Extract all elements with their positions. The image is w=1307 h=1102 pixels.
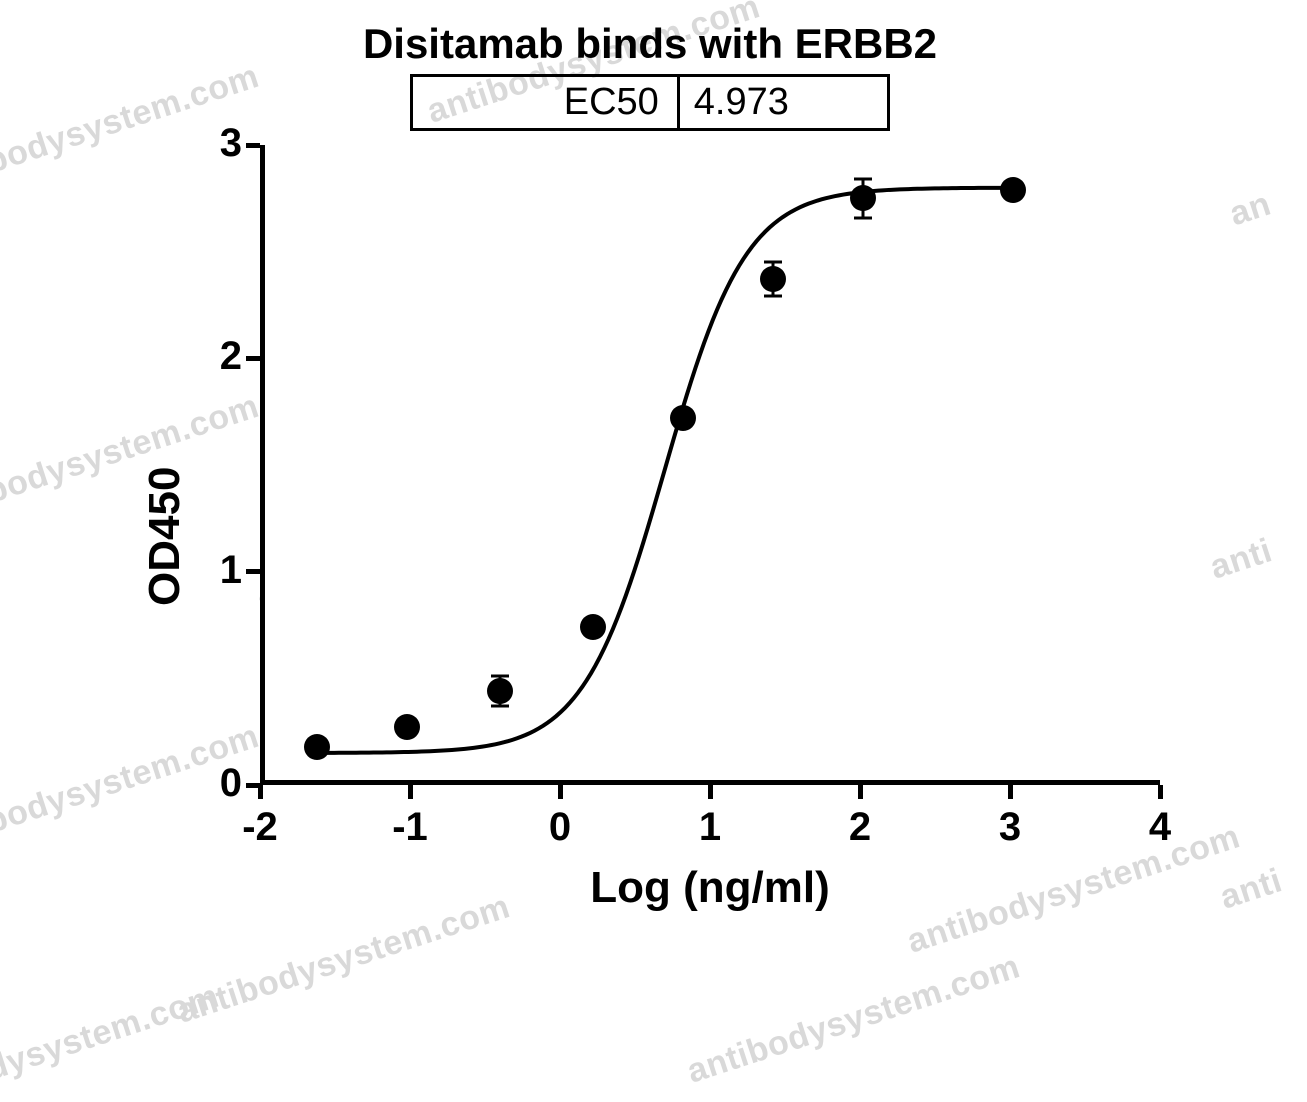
data-point [580,614,606,640]
error-cap [854,216,872,219]
x-tick [1008,785,1013,799]
y-tick [246,356,260,361]
x-tick [408,785,413,799]
x-tick-label: 1 [680,805,740,850]
data-point [304,734,330,760]
data-point [487,678,513,704]
x-tick [558,785,563,799]
data-point [760,266,786,292]
y-tick-label: 0 [202,761,242,806]
ec50-label-cell: EC50 [413,77,680,128]
y-tick-label: 2 [202,334,242,379]
data-point [394,714,420,740]
y-tick [246,143,260,148]
y-tick-label: 1 [202,548,242,593]
ec50-value-cell: 4.973 [680,77,887,128]
error-cap [854,178,872,181]
plot-area: 0123-2-101234OD450Log (ng/ml) [260,145,1160,785]
binding-chart: Disitamab binds with ERBB2 EC50 4.973 01… [100,20,1200,1040]
x-axis-label: Log (ng/ml) [260,863,1160,913]
y-tick-label: 3 [202,121,242,166]
fit-curve [260,145,1160,785]
x-tick-label: 3 [980,805,1040,850]
data-point [670,405,696,431]
x-tick-label: 0 [530,805,590,850]
x-tick-label: 2 [830,805,890,850]
y-tick [246,569,260,574]
watermark-text: anti [1206,531,1277,587]
chart-title: Disitamab binds with ERBB2 [100,20,1200,68]
data-point [1000,177,1026,203]
x-tick-label: -2 [230,805,290,850]
x-tick [258,785,263,799]
data-point [850,185,876,211]
x-tick-label: 4 [1130,805,1190,850]
x-tick [858,785,863,799]
error-cap [764,295,782,298]
x-tick [708,785,713,799]
x-tick [1158,785,1163,799]
error-cap [764,261,782,264]
y-axis-label: OD450 [140,466,190,605]
watermark-text: an [1225,185,1276,235]
x-tick-label: -1 [380,805,440,850]
ec50-table: EC50 4.973 [410,74,890,131]
error-cap [491,705,509,708]
watermark-text: anti [1216,861,1287,917]
